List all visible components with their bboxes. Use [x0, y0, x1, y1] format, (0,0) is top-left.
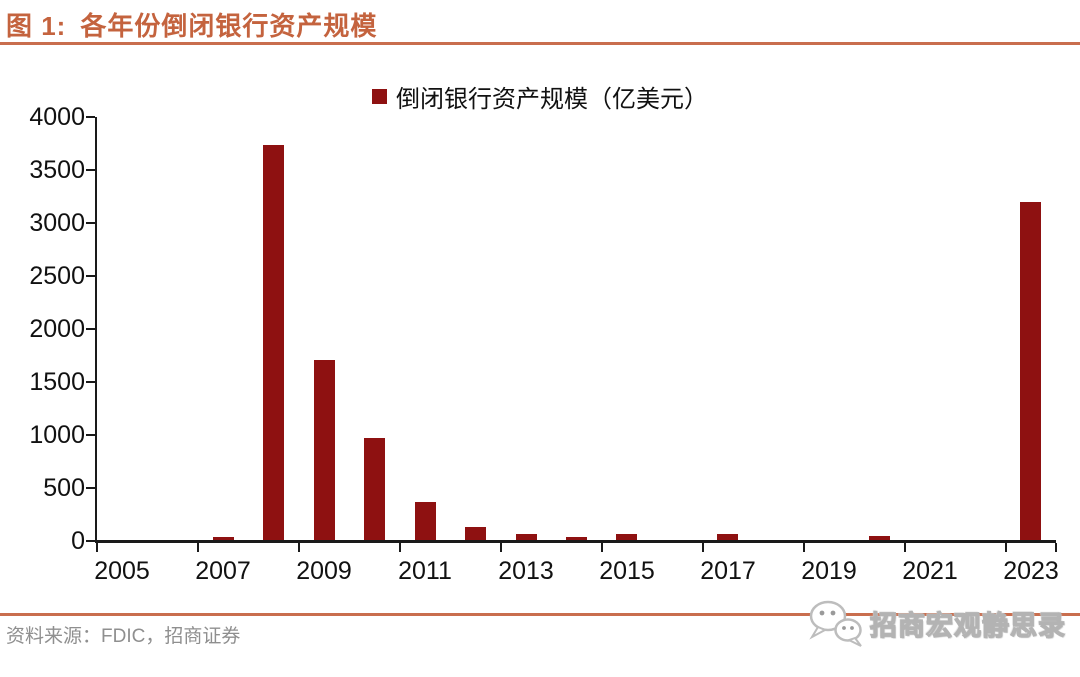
- bar-2013: [516, 534, 537, 540]
- bar-2015: [616, 534, 637, 540]
- bar-2023: [1020, 202, 1041, 540]
- x-axis-tick: [601, 543, 603, 552]
- x-axis-tick-label: 2011: [398, 557, 452, 585]
- x-axis-tick: [1055, 543, 1057, 552]
- x-axis-tick: [298, 543, 300, 552]
- bar-2007: [213, 537, 234, 540]
- y-axis-tick: [86, 328, 95, 330]
- x-axis-tick: [197, 543, 199, 552]
- x-axis-tick: [904, 543, 906, 552]
- y-axis-tick: [86, 381, 95, 383]
- y-axis-tick: [86, 222, 95, 224]
- x-axis-tick: [96, 543, 98, 552]
- bar-2020: [869, 536, 890, 540]
- x-axis-tick-label: 2007: [195, 557, 251, 585]
- y-axis-tick-label: 0: [71, 527, 85, 555]
- y-axis-tick-label: 2000: [29, 315, 85, 343]
- bar-2014: [566, 537, 587, 540]
- legend-swatch: [372, 89, 387, 104]
- y-axis-line: [95, 117, 97, 543]
- y-axis-tick-label: 4000: [29, 103, 85, 131]
- bar-2010: [364, 438, 385, 540]
- y-axis-tick-label: 2500: [29, 262, 85, 290]
- x-axis-tick-label: 2017: [700, 557, 756, 585]
- bar-2009: [314, 360, 335, 540]
- y-axis-tick: [86, 540, 95, 542]
- x-axis-tick-label: 2019: [801, 557, 857, 585]
- bar-2008: [263, 145, 284, 540]
- x-axis-tick: [803, 543, 805, 552]
- source-note: 资料来源：FDIC，招商证券: [6, 626, 241, 647]
- chart-legend: 倒闭银行资产规模（亿美元）: [0, 79, 1080, 114]
- legend-label: 倒闭银行资产规模（亿美元）: [396, 86, 708, 113]
- footer-divider: [0, 613, 1080, 616]
- x-axis-tick-label: 2021: [902, 557, 958, 585]
- page-title: 图 1: 各年份倒闭银行资产规模: [6, 6, 377, 43]
- y-axis-tick-label: 500: [43, 474, 85, 502]
- watermark-text: 招商宏观静思录: [869, 610, 1066, 641]
- watermark: 招商宏观静思录: [806, 597, 1066, 649]
- y-axis-tick-label: 1000: [29, 421, 85, 449]
- x-axis-tick: [702, 543, 704, 552]
- y-axis-tick: [86, 434, 95, 436]
- bar-2011: [415, 502, 436, 540]
- y-axis-tick: [86, 169, 95, 171]
- y-axis-tick: [86, 487, 95, 489]
- y-axis-tick-label: 1500: [29, 368, 85, 396]
- y-axis-tick-label: 3000: [29, 209, 85, 237]
- x-axis-tick-label: 2005: [94, 557, 150, 585]
- x-axis-tick: [500, 543, 502, 552]
- x-axis-tick-label: 2023: [1003, 557, 1059, 585]
- x-axis-tick-label: 2013: [498, 557, 554, 585]
- x-axis-tick: [399, 543, 401, 552]
- x-axis-tick-label: 2015: [599, 557, 655, 585]
- plot-area: 0 500 1000 1500 2000 2500 3000 3500 4000 2005 2007…: [29, 103, 1058, 585]
- bar-2017: [717, 534, 738, 540]
- figure-number-label: 图 1:: [6, 11, 67, 41]
- y-axis-tick-label: 3500: [29, 156, 85, 184]
- figure-title-text: 各年份倒闭银行资产规模: [80, 11, 378, 41]
- x-axis-line: [95, 540, 1056, 543]
- wechat-icon: [809, 600, 862, 647]
- y-axis-tick: [86, 116, 95, 118]
- x-axis-tick-label: 2009: [296, 557, 352, 585]
- y-axis-tick: [86, 275, 95, 277]
- bar-2012: [465, 527, 486, 540]
- x-axis-tick: [1005, 543, 1007, 552]
- title-divider: [0, 42, 1080, 45]
